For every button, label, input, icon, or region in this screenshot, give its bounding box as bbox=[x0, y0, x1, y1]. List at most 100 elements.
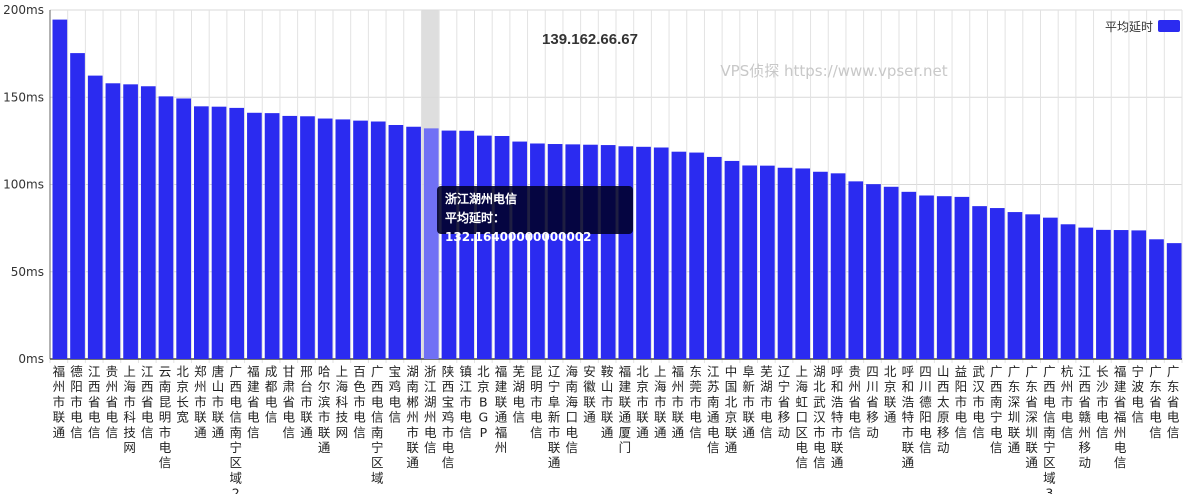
bar bbox=[742, 165, 757, 359]
bar bbox=[954, 196, 970, 359]
y-tick-label: 0ms bbox=[18, 352, 44, 366]
bar bbox=[1043, 217, 1058, 359]
x-axis-labels: 福州市联通德阳市电信江西省电信贵州省电信上海市科技网江西省电信云南昆明市电信北京… bbox=[53, 364, 1180, 494]
bar-tooltip: 浙江湖州电信 平均延时： 132.16400000000002 bbox=[437, 186, 633, 244]
bar bbox=[671, 151, 687, 359]
x-tick-label: 上海市联通 bbox=[654, 364, 667, 440]
bar bbox=[264, 113, 280, 359]
x-tick-label: 杭州市电信 bbox=[1061, 364, 1074, 440]
x-tick-label: 呼和浩特市联通 bbox=[831, 364, 844, 470]
bar bbox=[423, 128, 439, 359]
bar bbox=[494, 135, 510, 359]
x-tick-label: 山西太原移动 bbox=[937, 364, 950, 455]
bar bbox=[530, 143, 545, 359]
tooltip-label: 平均延时 bbox=[445, 211, 494, 225]
bar bbox=[618, 146, 634, 359]
legend-swatch bbox=[1158, 20, 1180, 32]
x-tick-label: 广东深圳联通 bbox=[1008, 364, 1021, 455]
x-tick-label: 广西电信南宁区域 3 bbox=[1043, 364, 1056, 494]
x-tick-label: 江苏南通电信 bbox=[707, 364, 720, 455]
tooltip-row: 平均延时： 132.16400000000002 bbox=[445, 209, 625, 247]
bar bbox=[353, 120, 368, 360]
bar bbox=[936, 196, 952, 359]
bar bbox=[512, 141, 528, 359]
legend[interactable]: 平均延时 bbox=[1105, 20, 1180, 34]
y-tick-label: 100ms bbox=[3, 178, 44, 192]
x-tick-label: 湖北武汉市电信 bbox=[813, 364, 826, 470]
bar bbox=[600, 145, 616, 359]
x-tick-label: 中国北京联通 bbox=[725, 364, 738, 455]
bar bbox=[477, 135, 492, 359]
y-tick-label: 200ms bbox=[3, 3, 44, 17]
bar bbox=[706, 156, 722, 359]
x-tick-label: 福建联通福州 bbox=[495, 364, 508, 455]
bar bbox=[70, 53, 85, 359]
tooltip-value: 132.16400000000002 bbox=[445, 230, 592, 244]
bar bbox=[972, 206, 987, 359]
x-tick-label: 唐山市联通 bbox=[212, 364, 225, 440]
bar bbox=[989, 208, 1005, 359]
bar bbox=[370, 121, 386, 360]
x-tick-label: 福州市联通 bbox=[53, 364, 66, 440]
x-tick-label: 上海科技网 bbox=[336, 364, 349, 440]
bar bbox=[583, 144, 598, 359]
x-tick-label: 广西电信南宁区域 bbox=[371, 364, 384, 485]
bar bbox=[335, 119, 351, 359]
x-tick-label: 武汉市电信 bbox=[972, 364, 985, 440]
x-tick-label: 阜新市联通 bbox=[742, 364, 755, 440]
x-tick-label: 镇江市电信 bbox=[459, 364, 472, 440]
x-tick-label: 甘肃省电信 bbox=[283, 364, 296, 440]
tooltip-separator: ： bbox=[493, 211, 506, 225]
x-tick-label: 广东省电信 bbox=[1167, 364, 1180, 440]
x-tick-label: 福建省福州电信 bbox=[1114, 364, 1127, 470]
x-tick-label: 宝鸡电信 bbox=[389, 364, 402, 425]
bar bbox=[176, 98, 191, 359]
x-tick-label: 昆明市电信 bbox=[530, 364, 543, 440]
legend-label: 平均延时 bbox=[1105, 20, 1153, 34]
x-tick-label: 东莞市电信 bbox=[689, 364, 702, 440]
bar bbox=[901, 191, 917, 359]
bar bbox=[866, 184, 881, 359]
x-tick-label: 陕西宝鸡市电信 bbox=[442, 364, 455, 470]
bar bbox=[1078, 227, 1094, 359]
bar bbox=[1149, 239, 1164, 359]
bar bbox=[229, 107, 245, 359]
x-tick-label: 福建联通厦门 bbox=[619, 364, 632, 455]
bar bbox=[760, 165, 775, 359]
bar bbox=[689, 152, 704, 359]
bar bbox=[282, 115, 298, 359]
x-tick-label: 芜湖市电信 bbox=[760, 364, 773, 440]
x-tick-label: 辽宁阜新市联通 bbox=[548, 364, 561, 470]
x-tick-label: 邢台市联通 bbox=[300, 364, 313, 440]
x-tick-label: 贵州省电信 bbox=[106, 364, 119, 440]
bar bbox=[883, 186, 899, 359]
x-tick-label: 上海市科技网 bbox=[123, 364, 136, 455]
bar bbox=[123, 84, 138, 359]
bar bbox=[388, 124, 404, 359]
bar bbox=[636, 146, 651, 359]
bar bbox=[406, 126, 421, 359]
x-tick-label: 鞍山市联通 bbox=[601, 364, 614, 440]
x-tick-label: 福建省电信 bbox=[247, 364, 260, 440]
y-tick-label: 50ms bbox=[11, 265, 44, 279]
x-tick-label: 芜湖电信 bbox=[512, 364, 525, 425]
x-tick-label: 北京 B G P bbox=[477, 364, 490, 440]
bar bbox=[813, 171, 828, 359]
x-tick-label: 四川德阳电信 bbox=[919, 364, 932, 455]
x-tick-label: 广东省深圳联通 bbox=[1025, 364, 1038, 470]
bar bbox=[777, 167, 793, 359]
x-tick-label: 辽宁省移动 bbox=[778, 364, 791, 440]
x-tick-label: 北京长宽 bbox=[176, 364, 189, 425]
bar bbox=[547, 144, 563, 359]
bar bbox=[919, 195, 934, 359]
x-tick-label: 广东省电信 bbox=[1149, 364, 1162, 440]
x-tick-label: 北京市联通 bbox=[636, 364, 649, 440]
bar bbox=[1007, 212, 1023, 359]
bar bbox=[848, 181, 864, 359]
bar bbox=[211, 106, 227, 359]
bar bbox=[1131, 230, 1147, 359]
bar bbox=[317, 118, 333, 359]
bar bbox=[1113, 230, 1129, 359]
x-tick-label: 北京联通 bbox=[884, 364, 897, 425]
